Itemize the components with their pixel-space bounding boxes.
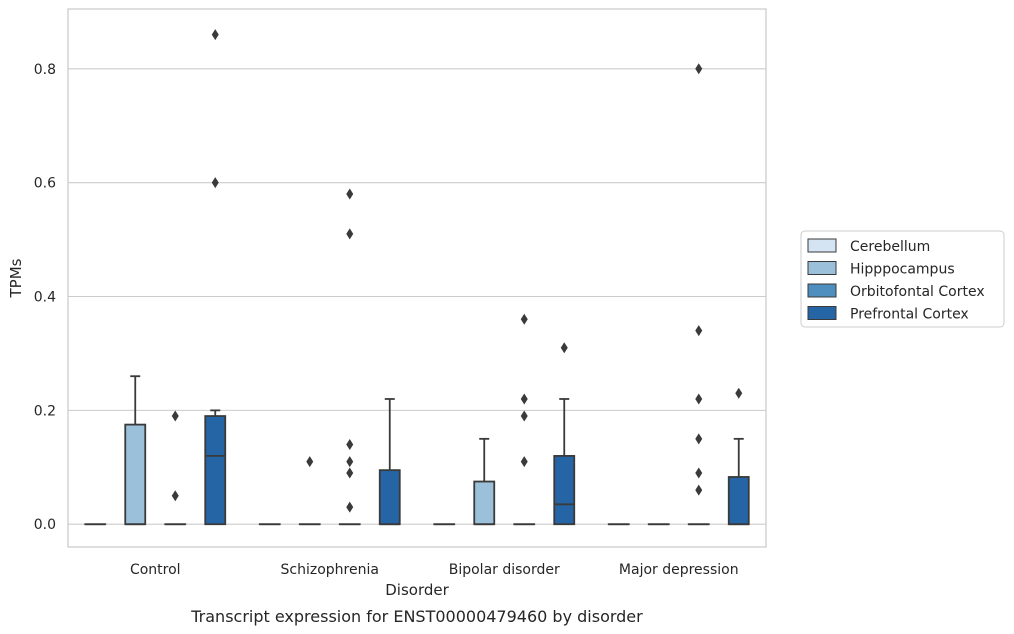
box [298, 456, 321, 526]
box [727, 387, 750, 526]
box [513, 313, 536, 526]
legend: Cerebellum Hipppocampus Orbitofontal Corte… [800, 230, 1005, 328]
x-tick-label: Schizophrenia [281, 562, 379, 578]
outlier-point [306, 456, 314, 468]
gridlines [68, 68, 766, 525]
y-tick-label: 0.0 [34, 517, 56, 533]
outlier-point [520, 410, 528, 422]
outlier-point [695, 484, 703, 496]
box-body [204, 415, 227, 526]
y-tick-label: 0.2 [34, 403, 56, 419]
legend-entry: Orbitofontal Cortex [850, 284, 985, 300]
box [473, 437, 496, 526]
plot-frame [67, 8, 767, 548]
legend-swatch [807, 283, 837, 298]
box-body [553, 455, 576, 526]
box-body [727, 476, 750, 526]
legend-frame [800, 230, 1005, 328]
outlier-point [211, 29, 219, 41]
outlier-point [520, 313, 528, 325]
x-tick-label: Major depression [619, 562, 739, 578]
box-groups [84, 29, 750, 526]
y-tick-label: 0.8 [34, 62, 56, 78]
box [553, 342, 576, 526]
y-axis-label: TPMs [7, 258, 25, 298]
outlier-point [346, 228, 354, 240]
outlier-point [346, 439, 354, 451]
outlier-point [520, 456, 528, 468]
y-tick-label: 0.4 [34, 290, 56, 306]
box [687, 63, 710, 526]
y-tick-label: 0.6 [34, 176, 56, 192]
outlier-point [171, 490, 179, 502]
outlier-point [346, 467, 354, 479]
x-tick-label: Bipolar disorder [449, 562, 560, 578]
outlier-point [346, 188, 354, 200]
legend-swatch [807, 238, 837, 253]
box [204, 29, 227, 526]
outlier-point [695, 433, 703, 445]
outlier-point [211, 177, 219, 189]
y-axis: 0.0 0.2 0.4 0.6 0.8 [34, 62, 56, 533]
outlier-point [695, 325, 703, 337]
outlier-point [735, 387, 743, 399]
legend-swatch [807, 261, 837, 275]
box-body [124, 423, 147, 526]
box [124, 375, 147, 526]
legend-entry: Hipppocampus [850, 262, 955, 278]
outlier-point [346, 456, 354, 468]
outlier-point [171, 410, 179, 422]
legend-entry: Cerebellum [850, 239, 930, 255]
outlier-point [520, 393, 528, 405]
x-tick-label: Control [130, 562, 181, 578]
x-axis: Control Schizophrenia Bipolar disorder Majo… [130, 562, 739, 578]
outlier-point [346, 501, 354, 513]
box [164, 410, 187, 526]
outlier-point [695, 393, 703, 405]
box [378, 398, 401, 526]
box-body [473, 480, 496, 526]
outlier-point [560, 342, 568, 354]
chart-caption: Transcript expression for ENST0000047946… [190, 607, 643, 626]
outlier-point [695, 63, 703, 75]
x-axis-label: Disorder [385, 581, 449, 599]
outlier-point [695, 467, 703, 479]
box [338, 188, 361, 526]
box-body [378, 469, 401, 526]
legend-entry: Prefrontal Cortex [850, 307, 969, 323]
legend-swatch [807, 306, 837, 320]
